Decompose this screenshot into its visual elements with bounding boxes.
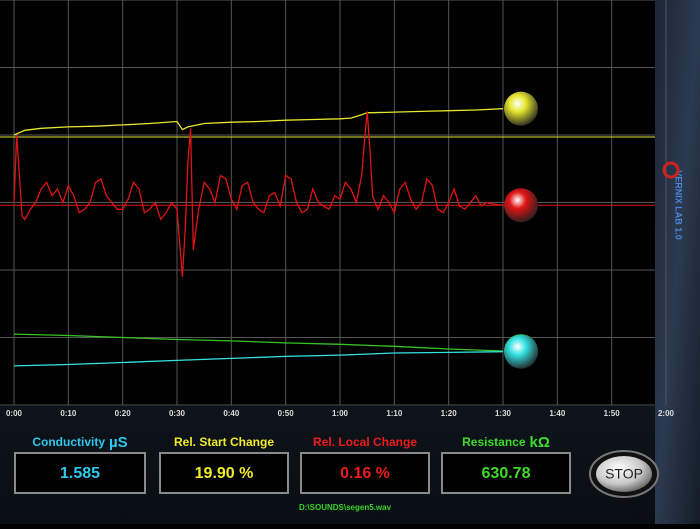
logo-icon — [662, 161, 680, 179]
readout-label-text: Resistance — [462, 435, 526, 449]
readout-box — [14, 452, 146, 494]
readout-label: Rel. Start Change — [174, 435, 274, 449]
x-tick-label: 1:00 — [332, 409, 349, 418]
stop-button-face[interactable] — [596, 456, 652, 492]
x-tick-label: 0:50 — [278, 409, 295, 418]
readout-value: 1.585 — [60, 465, 100, 482]
x-tick-label: 0:20 — [115, 409, 132, 418]
plot-lines — [0, 91, 655, 369]
readout-label-text: Rel. Local Change — [313, 435, 417, 449]
x-tick-label: 1:40 — [549, 409, 566, 418]
readout-box — [441, 452, 571, 494]
readout-box — [159, 452, 289, 494]
stop-button[interactable]: STOP — [589, 450, 659, 498]
readout-box — [300, 452, 430, 494]
readout-label-text: Conductivity — [32, 435, 105, 449]
readout-value: 19.90 % — [195, 465, 254, 482]
readout-label: Conductivity µS — [32, 434, 127, 451]
x-tick-label: 1:20 — [441, 409, 458, 418]
series-line — [13, 351, 504, 367]
x-tick-label: 1:10 — [386, 409, 403, 418]
current-marker — [504, 188, 538, 223]
x-tick-label: 0:40 — [223, 409, 240, 418]
x-tick-label: 0:00 — [6, 409, 23, 418]
sidebar — [655, 0, 700, 524]
x-tick-label: 1:50 — [604, 409, 621, 418]
logo: VERNIX LAB 1.0 — [674, 170, 684, 240]
current-marker — [504, 334, 538, 369]
readout-value: 630.78 — [482, 465, 531, 482]
readout-value: 0.16 % — [340, 465, 390, 482]
stop-label[interactable]: STOP — [605, 466, 643, 482]
series-line — [13, 333, 504, 352]
x-tick-label: 0:30 — [169, 409, 186, 418]
readout-unit: kΩ — [530, 434, 550, 451]
readouts: Conductivity µS 1.585 Rel. Start Change 19.9… — [14, 434, 571, 494]
x-tick-label: 2:00 — [658, 409, 675, 418]
current-marker — [504, 91, 538, 126]
file-name: D:\SOUNDS\segen5.wav — [299, 503, 392, 512]
series-line — [13, 111, 504, 277]
readout-label: Rel. Local Change — [313, 435, 417, 449]
readout-label: Resistance kΩ — [462, 434, 550, 451]
x-tick-label: 0:10 — [60, 409, 77, 418]
series-line — [13, 108, 504, 136]
readout-unit: µS — [109, 434, 128, 451]
x-tick-label: 1:30 — [495, 409, 512, 418]
readout-label-text: Rel. Start Change — [174, 435, 274, 449]
x-axis: 0:00 0:10 0:20 0:30 0:40 0:50 1:00 1:10 1:20 1:30… — [6, 409, 675, 418]
